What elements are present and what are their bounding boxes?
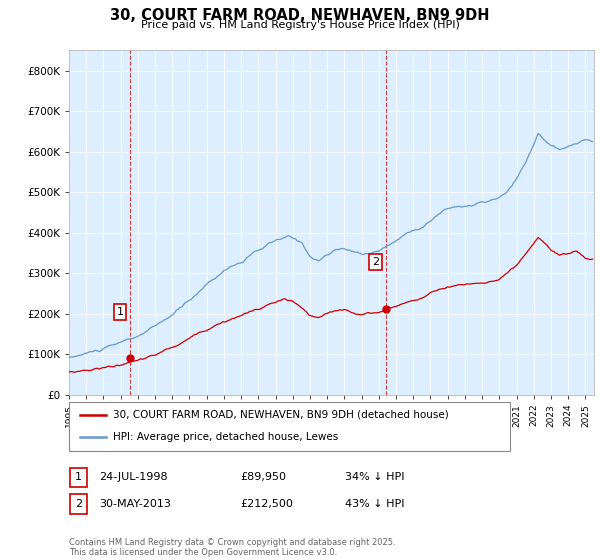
Text: 43% ↓ HPI: 43% ↓ HPI <box>345 499 404 509</box>
Text: 1: 1 <box>75 472 82 482</box>
Text: 30-MAY-2013: 30-MAY-2013 <box>99 499 171 509</box>
Text: 1: 1 <box>116 307 124 317</box>
Text: 30, COURT FARM ROAD, NEWHAVEN, BN9 9DH: 30, COURT FARM ROAD, NEWHAVEN, BN9 9DH <box>110 8 490 24</box>
Text: 2: 2 <box>372 257 379 267</box>
Text: £89,950: £89,950 <box>240 472 286 482</box>
Text: 2: 2 <box>75 499 82 509</box>
Text: Contains HM Land Registry data © Crown copyright and database right 2025.
This d: Contains HM Land Registry data © Crown c… <box>69 538 395 557</box>
Text: £212,500: £212,500 <box>240 499 293 509</box>
Text: 24-JUL-1998: 24-JUL-1998 <box>99 472 167 482</box>
Text: 30, COURT FARM ROAD, NEWHAVEN, BN9 9DH (detached house): 30, COURT FARM ROAD, NEWHAVEN, BN9 9DH (… <box>113 410 449 420</box>
Text: 34% ↓ HPI: 34% ↓ HPI <box>345 472 404 482</box>
Text: HPI: Average price, detached house, Lewes: HPI: Average price, detached house, Lewe… <box>113 432 338 442</box>
Text: Price paid vs. HM Land Registry's House Price Index (HPI): Price paid vs. HM Land Registry's House … <box>140 20 460 30</box>
